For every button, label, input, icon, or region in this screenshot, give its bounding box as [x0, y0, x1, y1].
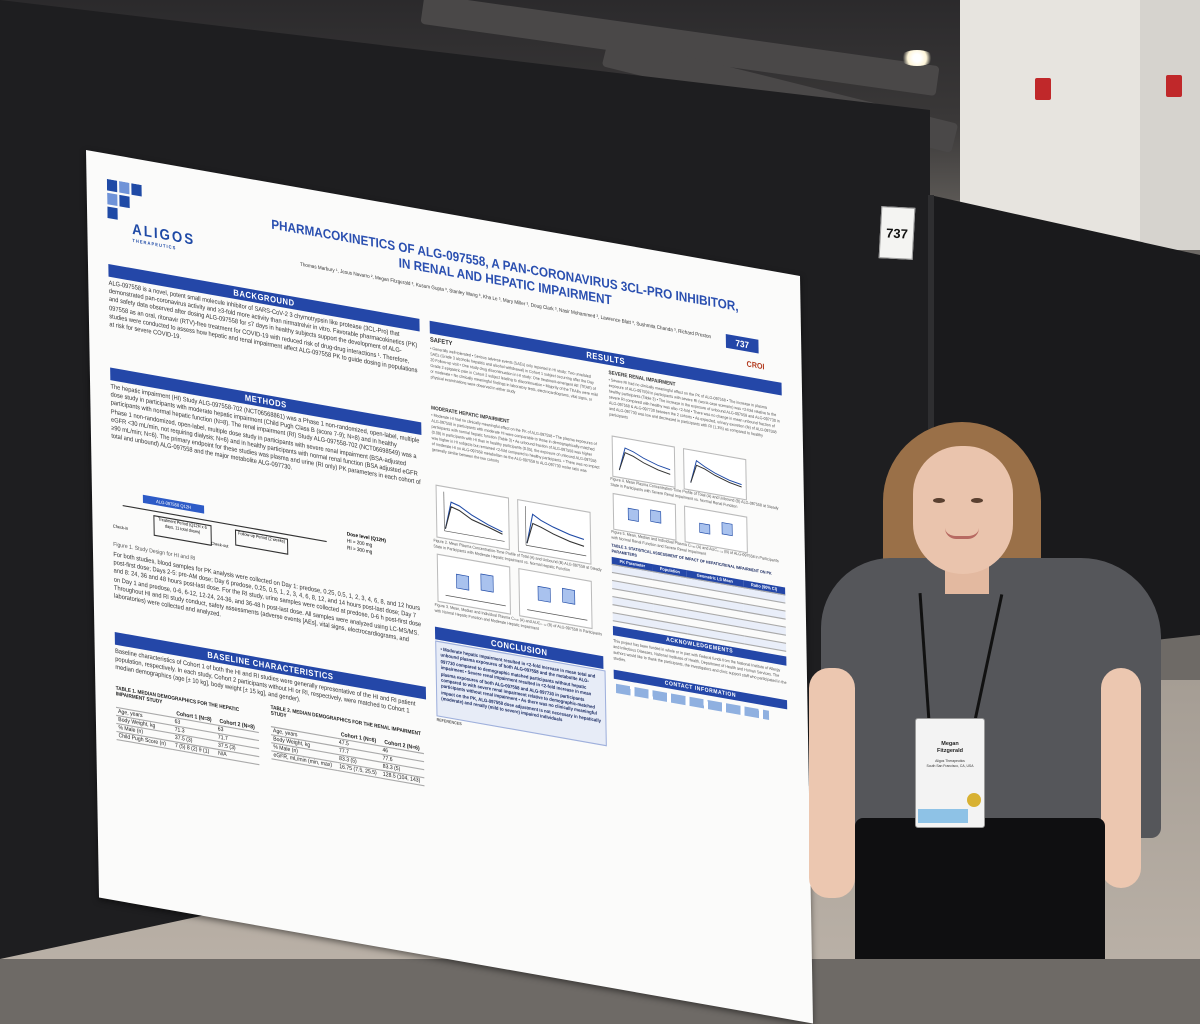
box-plot — [562, 587, 576, 605]
poster-number: 737 — [725, 333, 759, 354]
profile-line — [618, 451, 671, 475]
figure4-panel-a — [611, 435, 676, 488]
badge-name: Megan Fitzgerald — [937, 741, 963, 754]
figure3-panel-b — [518, 567, 593, 630]
profile-line — [690, 459, 742, 486]
badge-strip — [918, 809, 968, 823]
eye-icon — [971, 498, 983, 503]
moderate-text: • Moderate HI had no clinically meaningf… — [431, 412, 600, 474]
conference-logo: CROI — [746, 360, 765, 372]
aligos-logo-icon — [106, 178, 142, 220]
ceiling-light — [900, 50, 934, 66]
booth-number-sign: 737 — [878, 206, 916, 260]
badge-org: Aligos Therapeutics South San Francisco, … — [926, 759, 974, 768]
figure5-panel-a — [612, 492, 677, 541]
figure5-panel-b — [684, 505, 748, 554]
wall-column — [1140, 0, 1200, 250]
profile-line — [526, 513, 584, 544]
box-plot — [699, 522, 711, 535]
logo-text: ALIGOS THERAPEUTICS — [131, 220, 196, 251]
presenter-face — [913, 446, 1013, 574]
profile-line — [444, 501, 503, 533]
badge-seal-icon — [967, 793, 981, 807]
profile-line — [526, 522, 585, 547]
figure3-panel-a — [436, 553, 511, 615]
poster: ALIGOS THERAPEUTICS PHARMACOKINETICS OF A… — [86, 150, 813, 1024]
figure2-panel-a — [435, 484, 510, 551]
presenter-pants — [855, 818, 1105, 959]
box-plot — [456, 573, 470, 591]
box-plot — [480, 573, 494, 593]
profile-line — [444, 506, 503, 535]
booth-number: 737 — [885, 224, 909, 242]
box-plot — [721, 522, 733, 537]
fire-alarm — [1166, 75, 1182, 97]
name-badge: Megan Fitzgerald Aligos Therapeutics South… — [915, 718, 985, 828]
profile-line — [618, 447, 671, 471]
profile-line — [690, 464, 742, 488]
design-checkin: Check-in — [112, 523, 129, 532]
dose-level: Dose level (Q12H) HI = 200 mg RI = 300 m… — [346, 530, 386, 555]
presenter-smile — [945, 528, 979, 539]
presenter: Megan Fitzgerald Aligos Therapeutics South… — [805, 418, 1175, 959]
figure4-panel-b — [683, 447, 747, 501]
presenter-left-arm — [809, 668, 855, 898]
box-plot — [537, 585, 551, 603]
fire-alarm — [1035, 78, 1051, 100]
eye-icon — [933, 498, 945, 503]
box-plot — [650, 509, 662, 524]
design-checkout: Check-out — [210, 541, 229, 549]
figure2-panel-b — [517, 498, 592, 565]
box-plot — [627, 507, 639, 522]
presenter-right-arm — [1101, 668, 1141, 888]
